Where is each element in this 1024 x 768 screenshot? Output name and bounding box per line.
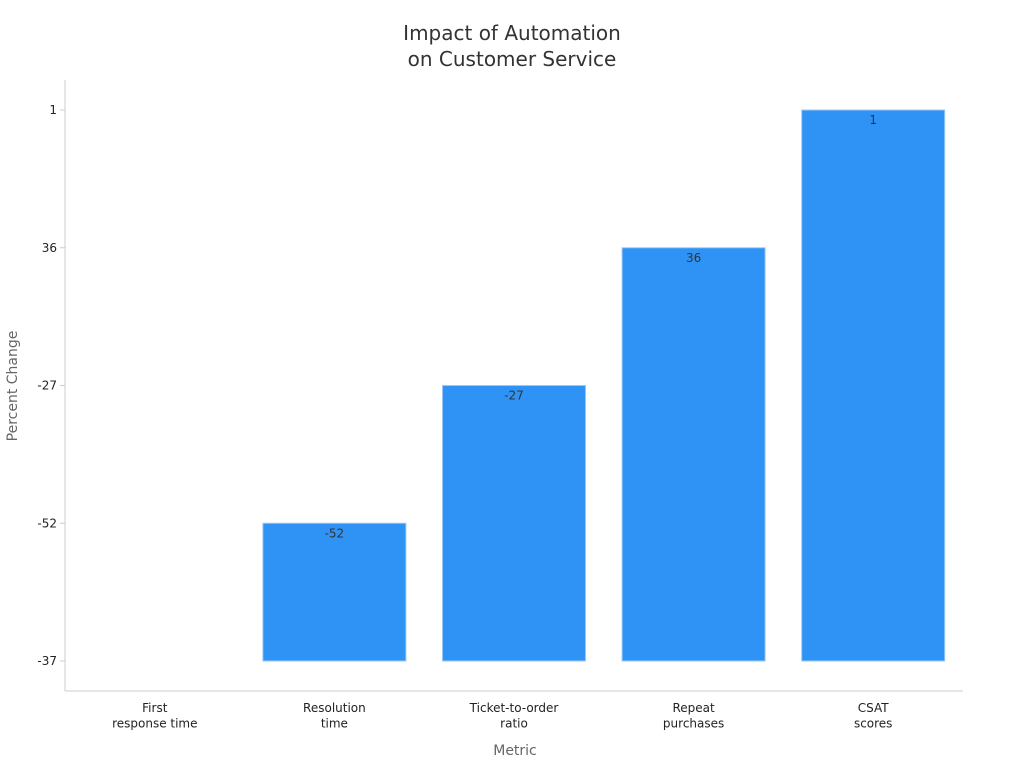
x-tick-label: First response time [112,701,197,731]
bar [262,522,407,662]
data-label: 36 [686,251,701,265]
bar [801,109,946,662]
x-tick-label: Ticket-to-order ratio [469,701,559,731]
x-axis-label: Metric [493,743,537,759]
bar [442,385,586,662]
bar [621,247,766,662]
y-axis-label: Percent Change [5,331,21,442]
x-tick-label: CSAT scores [854,701,893,731]
y-tick-label: -52 [37,516,57,530]
y-tick-label: -27 [37,379,57,393]
y-tick-label: 36 [42,241,57,255]
x-tick-label: Repeat purchases [663,701,724,731]
data-label: 1 [869,113,877,127]
data-label: -52 [325,526,345,540]
y-tick-label: -37 [37,654,57,668]
data-label: -27 [504,389,524,403]
chart-title: Impact of Automation on Customer Service [403,21,621,71]
x-tick-label: Resolution time [303,701,366,731]
y-tick-label: 1 [49,103,57,117]
